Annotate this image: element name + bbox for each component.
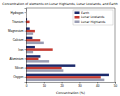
series: [26, 23, 104, 81]
legend-label: Lunar Lowlands: [81, 15, 105, 19]
bar: [26, 76, 101, 78]
tick-label: 0: [26, 84, 28, 88]
tick-mark: [25, 12, 27, 13]
series: [26, 9, 109, 76]
bar: [26, 79, 104, 81]
tick: 0: [26, 82, 28, 88]
tick: 50: [114, 82, 118, 88]
tick-mark: [25, 68, 27, 69]
bar: [26, 67, 62, 69]
tick: Aluminium: [9, 57, 26, 61]
tick: Iron: [18, 48, 26, 52]
tick-label: Aluminium: [9, 57, 24, 61]
tick-label: Iron: [18, 48, 24, 52]
tick-label: Oxygen: [13, 75, 24, 79]
tick-label: Silicon: [15, 66, 24, 70]
series: [26, 21, 101, 79]
bar: [26, 51, 33, 53]
frame: [115, 8, 116, 82]
tick: Magnesium: [8, 29, 26, 33]
tick-label: Hydrogen: [10, 11, 23, 15]
bar: [26, 48, 53, 50]
bar: [26, 32, 33, 34]
legend-label: Lunar Highlands: [81, 20, 106, 24]
tick-label: 10: [43, 84, 47, 88]
x-axis: 0 10 20 30 40 50: [26, 82, 118, 88]
x-axis-title: Concentration (%): [56, 91, 85, 95]
chart: Concentration of elements on Lunar Highl…: [0, 0, 120, 96]
bar: [26, 37, 32, 39]
bar: [26, 46, 35, 48]
y-axis: Hydrogen Titanium Magnesium Calcium Iron Alum…: [8, 9, 27, 83]
bars: [26, 9, 109, 81]
bar: [26, 64, 75, 66]
tick: Oxygen: [13, 75, 26, 79]
legend-swatch: [75, 21, 80, 24]
tick: 40: [96, 82, 100, 88]
frame: [26, 8, 115, 9]
tick-mark: [25, 77, 27, 78]
bar: [26, 74, 109, 76]
tick-label: 40: [96, 84, 100, 88]
title: Concentration of elements on Lunar Highl…: [2, 2, 117, 6]
tick-mark: [25, 58, 27, 59]
tick-label: Titanium: [12, 20, 24, 24]
axis-line: [25, 9, 27, 83]
bar: [26, 39, 40, 41]
plot: 0 10 20 30 40 50 Hydrogen Titanium Magnesium Calc…: [8, 8, 118, 88]
legend-swatch: [75, 16, 80, 19]
tick: 30: [78, 82, 82, 88]
tick-mark: [25, 31, 27, 32]
bar: [26, 30, 35, 32]
legend: EarthLunar LowlandsLunar Highlands: [73, 10, 113, 25]
tick-label: Magnesium: [8, 29, 24, 33]
legend-label: Earth: [81, 11, 89, 15]
bar: [26, 69, 63, 71]
tick-mark: [25, 49, 27, 50]
tick: 20: [60, 82, 64, 88]
tick: Silicon: [15, 66, 26, 70]
tick-mark: [25, 21, 27, 22]
tick: Titanium: [12, 20, 26, 24]
tick-label: Calcium: [13, 38, 24, 42]
axis-line: [27, 83, 116, 84]
tick-label: 50: [114, 84, 118, 88]
tick-label: 20: [60, 84, 64, 88]
bar: [26, 55, 40, 57]
bar: [26, 58, 38, 60]
tick: Calcium: [13, 38, 26, 42]
bar: [26, 42, 44, 44]
legend-swatch: [75, 12, 80, 15]
tick-mark: [25, 40, 27, 41]
bar: [26, 60, 49, 62]
tick: 10: [43, 82, 47, 88]
legend-box: [73, 10, 113, 25]
tick: Hydrogen: [10, 11, 26, 15]
tick-label: 30: [78, 84, 82, 88]
